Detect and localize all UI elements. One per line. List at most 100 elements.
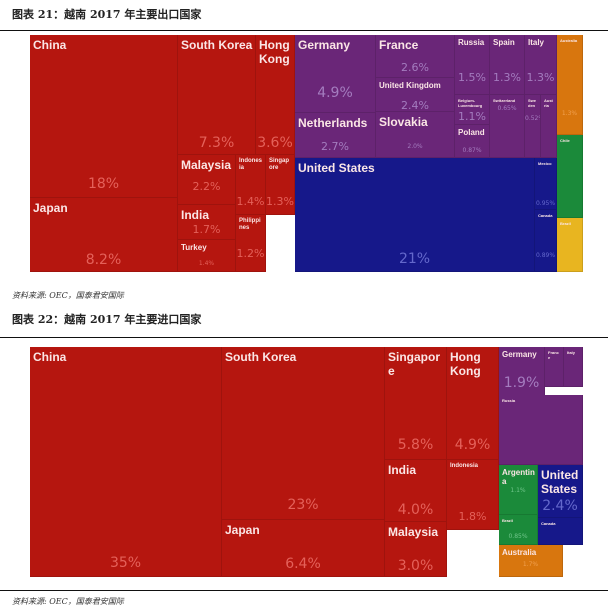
cell-value: 0.89% xyxy=(535,252,556,259)
treemap-cell-indonesia: Indonesia 1.8% xyxy=(447,460,499,530)
cell-label: Chile xyxy=(560,138,570,143)
treemap-cell-south-korea: South Korea 7.3% xyxy=(178,35,256,155)
treemap-cell-brazil: Brazil 0.85% xyxy=(499,515,538,545)
treemap-cell-china: China 18% xyxy=(30,35,178,198)
cell-value: 2.2% xyxy=(192,180,221,193)
cell-label: Belgium-Luxembourg xyxy=(458,98,483,108)
treemap-cell-russia: Russia xyxy=(499,395,583,465)
treemap-cell-japan: Japan 6.4% xyxy=(222,520,385,577)
cell-label: Russia xyxy=(458,38,485,47)
treemap-cell-indonesia: Indonesia 1.4% xyxy=(236,155,266,215)
cell-value: 0.85% xyxy=(508,533,528,540)
treemap-cell-china: China 35% xyxy=(30,347,222,577)
cell-value: 1.3% xyxy=(526,71,555,84)
treemap-cell-south-korea: South Korea 23% xyxy=(222,347,385,520)
treemap-cell-india: India 4.0% xyxy=(385,460,447,522)
cell-label: Malaysia xyxy=(181,158,232,172)
cell-value: 1.7% xyxy=(192,223,221,236)
treemap-cell-russia: Russia 1.5% xyxy=(455,35,490,95)
cell-label: Malaysia xyxy=(388,525,439,539)
cell-value: 2.4% xyxy=(542,498,578,514)
figure-21-title: 图表 21：越南 2017 年主要出口国家 xyxy=(12,8,202,21)
cell-label: Turkey xyxy=(181,243,207,252)
cell-value: 6.4% xyxy=(285,556,321,572)
treemap-cell-sweden: Sweden 0.52% xyxy=(525,95,541,158)
divider xyxy=(0,337,608,338)
cell-label: Philippines xyxy=(239,218,261,231)
cell-value: 1.8% xyxy=(458,510,487,523)
cell-label: Italy xyxy=(528,38,545,47)
treemap-cell-united-kingdom: United Kingdom 2.4% xyxy=(376,78,455,112)
cell-value: 7.3% xyxy=(198,135,235,151)
cell-value: 3.6% xyxy=(257,135,293,151)
cell-label: Australia xyxy=(560,38,578,43)
cell-label: Canada xyxy=(541,521,556,526)
cell-label: South Korea xyxy=(225,350,297,364)
cell-label: Germany xyxy=(502,350,537,359)
cell-value: 2.6% xyxy=(401,61,429,74)
treemap-cell-united-states: United States 21% xyxy=(295,158,535,272)
treemap-cell-spain: Spain 1.3% xyxy=(490,35,525,95)
cell-label: Singapore xyxy=(388,350,441,378)
cell-value: 2.7% xyxy=(321,140,349,153)
treemap-cell-singapore: Singapore 1.3% xyxy=(266,155,295,215)
cell-label: Australia xyxy=(502,548,537,557)
cell-label: Brazil xyxy=(502,518,513,523)
cell-value: 21% xyxy=(398,251,431,267)
treemap-cell-turkey: Turkey 1.4% xyxy=(178,240,236,272)
cell-value: 1.3% xyxy=(493,71,521,84)
treemap-cell-hong-kong: Hong Kong 4.9% xyxy=(447,347,499,460)
cell-value: 1.9% xyxy=(503,375,540,391)
divider xyxy=(0,590,608,591)
treemap-cell-italy: Italy xyxy=(564,347,583,387)
cell-label: China xyxy=(33,350,67,364)
cell-value: 1.4% xyxy=(236,195,265,208)
cell-value: 4.9% xyxy=(454,437,491,453)
cell-label: Slovakia xyxy=(379,115,428,129)
cell-label: France xyxy=(548,350,559,360)
cell-value: 1.3% xyxy=(266,195,294,208)
cell-label: Austria xyxy=(544,98,553,108)
cell-label: Brazil xyxy=(560,221,571,226)
cell-value: 35% xyxy=(109,555,142,571)
cell-value: 1.2% xyxy=(236,247,265,260)
treemap-cell-malaysia: Malaysia 2.2% xyxy=(178,155,236,205)
cell-label: Singapore xyxy=(269,158,290,171)
treemap-cell-france: France 2.6% xyxy=(376,35,455,78)
cell-label: Canada xyxy=(538,213,553,218)
treemap-cell-canada: Canada xyxy=(538,518,583,545)
treemap-cell-france: France xyxy=(545,347,564,387)
treemap-cell-chile: Chile xyxy=(557,135,583,218)
treemap-cell-united-states: United States 2.4% xyxy=(538,465,583,518)
cell-label: Japan xyxy=(225,523,260,537)
cell-label: Indonesia xyxy=(239,158,263,171)
figure-22-source: 资料来源: OEC，国泰君安国际 xyxy=(12,597,124,606)
cell-label: Sweden xyxy=(528,98,537,108)
cell-value: 1.3% xyxy=(561,110,578,117)
cell-label: Hong Kong xyxy=(259,38,290,66)
treemap-cell-malaysia: Malaysia 3.0% xyxy=(385,522,447,577)
cell-value: 18% xyxy=(87,176,120,192)
cell-value: 1.5% xyxy=(458,71,486,84)
cell-label: Russia xyxy=(502,398,516,403)
treemap-cell-brazil: Brazil xyxy=(557,218,583,272)
cell-value: 2.4% xyxy=(401,99,429,112)
cell-label: Germany xyxy=(298,38,351,52)
treemap-cell-japan: Japan 8.2% xyxy=(30,198,178,272)
treemap-cell-germany: Germany 4.9% xyxy=(295,35,376,113)
treemap-cell-hong-kong: Hong Kong 3.6% xyxy=(256,35,295,155)
figure-21-source: 资料来源: OEC，国泰君安国际 xyxy=(12,291,124,300)
cell-label: United States xyxy=(541,468,579,496)
treemap-cell-india: India 1.7% xyxy=(178,205,236,240)
cell-value: 23% xyxy=(287,497,319,513)
cell-value: 0.95% xyxy=(535,200,556,207)
cell-label: India xyxy=(388,463,417,477)
cell-label: Switzerland xyxy=(493,98,516,103)
cell-label: India xyxy=(181,208,210,222)
cell-label: Mexico xyxy=(538,161,552,166)
treemap-cell-poland: Poland 0.87% xyxy=(455,125,490,158)
cell-label: China xyxy=(33,38,67,52)
divider xyxy=(0,30,608,31)
cell-label: Japan xyxy=(33,201,68,215)
treemap-cell-argentina: Argentina 1.1% xyxy=(499,465,538,515)
